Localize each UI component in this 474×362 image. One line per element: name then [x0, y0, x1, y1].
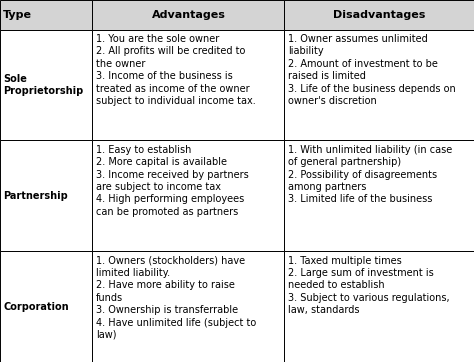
Text: Sole
Proprietorship: Sole Proprietorship: [3, 74, 83, 96]
Bar: [92, 251, 284, 362]
Bar: [0, 30, 92, 140]
Bar: [284, 251, 474, 362]
Text: 1. Owner assumes unlimited
liability
2. Amount of investment to be
raised is lim: 1. Owner assumes unlimited liability 2. …: [288, 34, 456, 106]
Text: 1. With unlimited liability (in case
of general partnership)
2. Possibility of d: 1. With unlimited liability (in case of …: [288, 145, 452, 205]
Text: 1. Owners (stockholders) have
limited liability.
2. Have more ability to raise
f: 1. Owners (stockholders) have limited li…: [96, 256, 256, 340]
Bar: [0, 0, 92, 30]
Text: Partnership: Partnership: [3, 191, 68, 201]
Text: 1. Taxed multiple times
2. Large sum of investment is
needed to establish
3. Sub: 1. Taxed multiple times 2. Large sum of …: [288, 256, 449, 315]
Bar: [92, 0, 284, 30]
Bar: [284, 0, 474, 30]
Bar: [0, 140, 92, 251]
Bar: [92, 140, 284, 251]
Text: 1. Easy to establish
2. More capital is available
3. Income received by partners: 1. Easy to establish 2. More capital is …: [96, 145, 248, 217]
Text: 1. You are the sole owner
2. All profits will be credited to
the owner
3. Income: 1. You are the sole owner 2. All profits…: [96, 34, 255, 106]
Text: Advantages: Advantages: [152, 10, 225, 20]
Bar: [0, 251, 92, 362]
Text: Disadvantages: Disadvantages: [333, 10, 425, 20]
Bar: [284, 140, 474, 251]
Bar: [284, 30, 474, 140]
Bar: [92, 30, 284, 140]
Text: Corporation: Corporation: [3, 302, 69, 312]
Text: Type: Type: [3, 10, 32, 20]
